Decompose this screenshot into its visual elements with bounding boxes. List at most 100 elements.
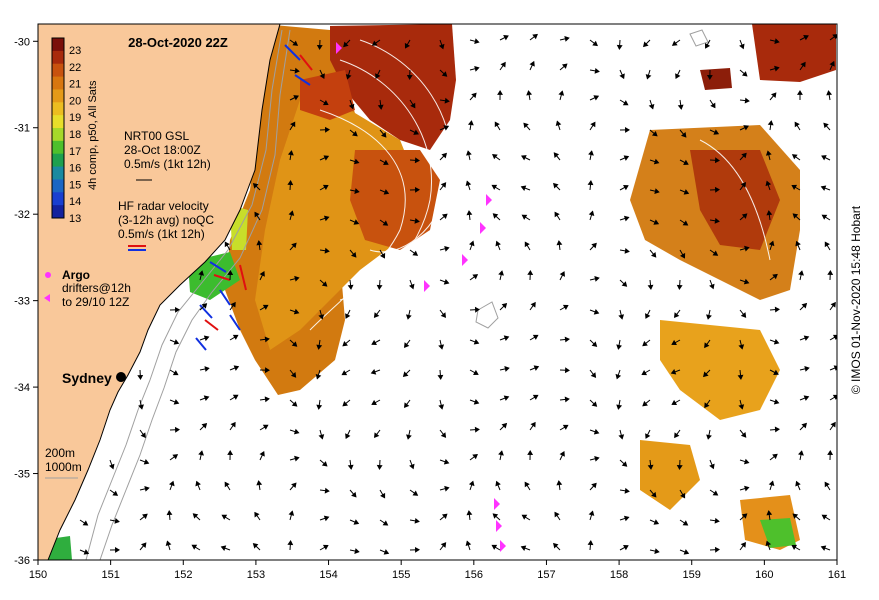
colorbar-tick-label: 14	[69, 196, 81, 208]
gsl-vector-head	[316, 404, 323, 410]
gsl-vector-head	[800, 61, 806, 68]
gsl-vector-head	[469, 240, 475, 247]
colorbar-swatch	[52, 128, 64, 142]
gsl-vector-head	[504, 366, 510, 372]
gsl-vector-head	[683, 549, 690, 555]
gsl-vector-head	[558, 90, 565, 96]
gsl-vector-head	[791, 154, 798, 160]
gsl-contour	[339, 59, 432, 301]
gsl-vector-head	[465, 540, 472, 547]
gsl-vector-head	[348, 103, 355, 110]
gsl-contour	[309, 109, 406, 331]
gsl-vector-head	[803, 395, 810, 401]
legend-drifters-label: drifters@12h	[62, 281, 131, 295]
gsl-contour	[359, 39, 452, 253]
drifter-marker	[424, 280, 430, 292]
gsl-vector-head	[653, 519, 660, 525]
gsl-vector-head	[492, 513, 499, 519]
contour-200m	[85, 29, 283, 560]
gsl-vector-head	[533, 365, 540, 371]
colorbar-swatch	[52, 192, 64, 206]
gsl-vector-head	[564, 396, 570, 403]
gsl-vector-head	[594, 67, 600, 74]
gsl-vector-head	[474, 426, 480, 433]
gsl-vector-head	[833, 365, 837, 371]
gsl-vector-head	[647, 464, 654, 470]
gsl-vector-head	[287, 150, 294, 156]
legend-gsl-label: NRT00 GSL	[124, 129, 189, 143]
gsl-vector-head	[294, 275, 300, 282]
gsl-vector-head	[174, 426, 180, 433]
city-label-sydney: Sydney	[62, 370, 112, 386]
gsl-vector-head	[774, 65, 780, 72]
gsl-vector-head	[137, 374, 144, 380]
gsl-vector-head	[741, 152, 747, 159]
gsl-vector-head	[803, 35, 809, 41]
gsl-vector-head	[227, 450, 234, 456]
gsl-vector-head	[437, 374, 444, 380]
gsl-vector-head	[441, 71, 448, 77]
hf-vector	[299, 54, 313, 71]
gsl-vector-head	[352, 130, 358, 137]
latitude-axis: -30 -31 -32 -33 -34 -35 -36	[14, 36, 38, 567]
gsl-vector-head	[198, 270, 205, 276]
lat-tick-label: -36	[14, 555, 30, 567]
gsl-vector-head	[353, 519, 360, 525]
lon-tick-label: 157	[537, 569, 555, 581]
sst-patch-se-green	[760, 518, 796, 548]
gsl-vector-head	[520, 185, 527, 192]
gsl-vector-head	[404, 42, 411, 49]
gsl-vector-head	[262, 424, 269, 430]
gsl-vector-head	[562, 304, 569, 311]
gsl-vector-head	[324, 126, 330, 133]
gsl-vector-head	[532, 394, 539, 400]
hf-vector	[284, 44, 301, 61]
gsl-vector-head	[676, 284, 683, 290]
bathymetry-contours	[85, 29, 709, 560]
gsl-vector-head	[491, 184, 498, 190]
hf-vector	[199, 304, 213, 319]
gsl-vector-head	[772, 273, 778, 280]
gsl-vector-head	[316, 44, 323, 50]
gsl-vector-head	[527, 270, 534, 276]
gsl-vector-head	[591, 341, 598, 347]
gsl-vector-head	[232, 394, 239, 400]
gsl-vector-head	[554, 511, 560, 518]
gsl-vector-head	[823, 122, 829, 129]
gsl-vector-head	[440, 182, 447, 188]
gsl-vector-head	[192, 513, 199, 519]
gsl-vector-head	[532, 33, 538, 40]
gsl-vector-head	[371, 399, 377, 406]
gsl-vector-head	[195, 480, 201, 487]
gsl-vector-head	[501, 422, 508, 429]
gsl-vector-head	[671, 40, 678, 46]
gsl-vector-head	[492, 213, 499, 219]
gsl-vector-head	[142, 513, 148, 520]
gsl-vector-head	[318, 434, 325, 440]
gsl-vector-head	[292, 40, 299, 46]
gsl-vector-head	[648, 103, 655, 110]
colorbar-tick-label: 23	[69, 45, 81, 57]
legend-hf-avg: (3-12h avg) noQC	[118, 213, 214, 227]
lon-tick-label: 161	[828, 569, 846, 581]
sst-patch-eddy	[350, 150, 440, 250]
gsl-vector-head	[829, 60, 835, 67]
gsl-vector-head	[588, 150, 594, 156]
gsl-vector-head	[322, 99, 329, 106]
gsl-vector-head	[259, 271, 265, 277]
gsl-vector-head	[498, 270, 504, 276]
hf-vector	[213, 274, 231, 281]
gsl-vector-head	[768, 480, 775, 487]
gsl-vector-head	[232, 334, 239, 340]
gsl-vector-head	[468, 480, 475, 487]
gsl-vector-head	[138, 404, 144, 410]
lat-tick-label: -34	[14, 382, 30, 394]
colorbar-tick-label: 13	[69, 213, 81, 225]
gsl-vector-head	[670, 368, 677, 375]
gsl-vector-head	[623, 215, 630, 222]
gsl-vector-head	[795, 240, 801, 247]
drifter-marker	[336, 42, 342, 54]
colorbar-label: 4h comp, p50, All Sats	[87, 80, 99, 190]
gsl-vector-head	[140, 432, 146, 439]
gsl-vector-head	[797, 90, 803, 95]
